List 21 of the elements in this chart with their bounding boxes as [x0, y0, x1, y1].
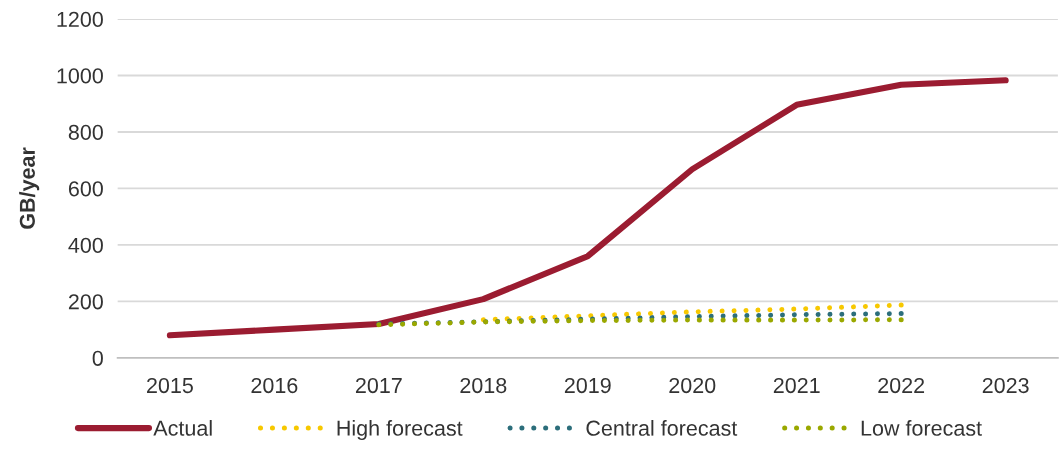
legend-label: Actual	[153, 420, 212, 436]
x-tick-label: 2015	[147, 377, 193, 394]
y-tick-label: 1000	[57, 68, 103, 84]
y-tick-label: 0	[92, 350, 103, 366]
x-tick-label: 2019	[564, 377, 611, 394]
y-tick-label: 1200	[57, 11, 103, 28]
x-tick-label: 2016	[251, 377, 298, 394]
y-tick-label: 600	[68, 181, 103, 197]
legend-label: Central forecast	[586, 420, 738, 436]
x-tick-label: 2023	[982, 377, 1029, 394]
x-tick-label: 2017	[355, 377, 402, 394]
x-tick-label: 2020	[669, 377, 716, 394]
y-axis-title: GB/year	[19, 147, 40, 229]
legend-label: Low forecast	[861, 420, 982, 436]
y-tick-label: 200	[68, 294, 103, 310]
y-tick-label: 800	[68, 124, 103, 140]
y-tick-label: 400	[68, 237, 103, 253]
x-tick-label: 2018	[460, 377, 507, 394]
x-tick-label: 2022	[878, 377, 925, 394]
x-tick-label: 2021	[773, 377, 820, 394]
legend-label: High forecast	[337, 420, 463, 441]
